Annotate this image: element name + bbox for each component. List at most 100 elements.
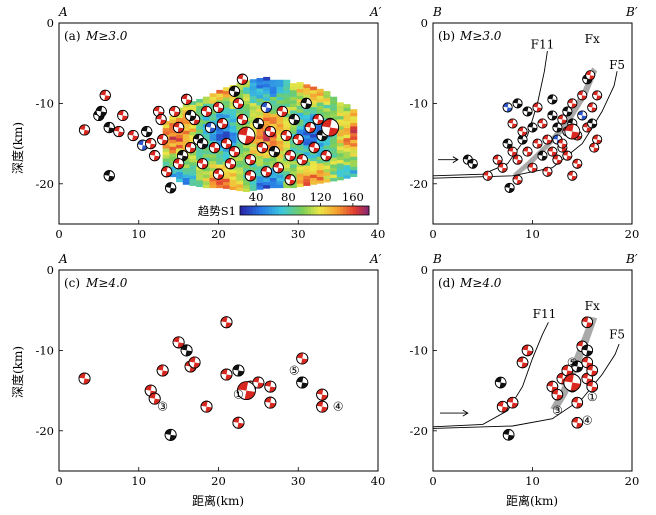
panel-label-d: (d) — [438, 276, 455, 290]
heat-cell — [236, 177, 244, 181]
heat-cell — [323, 145, 331, 149]
heat-cell — [216, 93, 224, 97]
heat-cell — [263, 87, 271, 91]
heat-cell — [330, 177, 338, 182]
heat-cell — [289, 133, 297, 138]
heat-cell — [196, 173, 204, 177]
focal-mechanism-point — [148, 392, 161, 405]
colorbar-segment — [327, 206, 331, 215]
colorbar-segment — [346, 206, 351, 215]
heat-cell — [330, 150, 338, 155]
heat-cell — [249, 109, 257, 114]
heat-cell — [336, 139, 344, 144]
focal-mechanism-point — [557, 114, 568, 125]
colorbar-segment — [298, 206, 302, 215]
heat-cell — [276, 89, 284, 94]
heat-cell — [296, 88, 304, 93]
heat-cell — [229, 115, 237, 120]
heat-cell — [289, 167, 297, 172]
focal-mechanism-point — [220, 316, 233, 329]
colorbar-tick-label: 40 — [249, 190, 264, 204]
heat-cell — [330, 170, 338, 175]
focal-mechanism-point — [296, 376, 309, 389]
heat-cell — [216, 181, 224, 185]
focal-mechanism-point — [184, 109, 197, 122]
focal-mechanism-point — [172, 336, 185, 349]
heat-cell — [222, 151, 230, 156]
heat-cell — [289, 130, 297, 135]
focal-mechanism-point — [228, 146, 241, 158]
focal-mechanism-point — [99, 89, 111, 101]
focal-mechanism-point — [571, 396, 584, 409]
focal-mechanism-point — [547, 94, 558, 105]
heat-cell — [289, 110, 297, 114]
focal-mechanism-point — [506, 396, 519, 409]
colorbar-segment — [359, 206, 363, 215]
heat-cell — [249, 112, 257, 117]
heat-cell — [330, 100, 338, 104]
heat-cell — [256, 138, 264, 143]
heat-cell — [350, 132, 358, 137]
heat-cell — [202, 120, 210, 124]
colorbar-segment — [301, 206, 305, 215]
heat-cell — [303, 141, 311, 146]
heat-cell — [336, 156, 344, 161]
heat-cell — [296, 105, 304, 110]
focal-mechanism-point — [181, 93, 193, 105]
focal-mechanism-point — [497, 162, 508, 173]
heat-cell — [256, 78, 264, 82]
heat-cell — [176, 117, 184, 122]
heat-cell — [303, 111, 311, 116]
heat-cell — [243, 90, 251, 95]
heat-cell — [209, 93, 217, 97]
heat-cell — [243, 124, 251, 128]
heat-cell — [263, 141, 271, 145]
heat-cell — [256, 91, 264, 96]
heat-cell — [236, 173, 244, 178]
heat-cell — [169, 156, 177, 161]
heat-cell — [182, 106, 190, 111]
heat-cell — [222, 90, 230, 95]
heat-cell — [243, 87, 251, 91]
heat-cell — [310, 137, 318, 141]
heat-cell — [269, 143, 277, 148]
heat-cell — [336, 169, 344, 174]
focal-mechanism-point — [149, 150, 161, 162]
heat-cell — [216, 127, 224, 131]
heat-cell — [243, 103, 251, 108]
focal-mechanism-point — [117, 109, 129, 122]
heat-cell — [189, 172, 197, 176]
heat-cell — [330, 106, 338, 111]
fault-label: F5 — [609, 327, 625, 341]
heat-cell — [256, 186, 264, 190]
heat-cell — [243, 147, 251, 152]
heat-cell — [196, 102, 204, 107]
heat-cell — [243, 110, 251, 115]
heat-cell — [350, 159, 358, 164]
fault-label: Fx — [585, 299, 600, 313]
event-number-label: ④ — [582, 413, 593, 427]
heat-cell — [283, 83, 291, 87]
focal-mechanism-point-large — [237, 126, 256, 145]
focal-mechanism-point — [244, 154, 256, 166]
heat-cell — [269, 100, 277, 104]
heat-cell — [249, 166, 257, 171]
focal-mechanism-point — [232, 416, 245, 429]
colorbar-segment — [352, 206, 357, 215]
heat-cell — [296, 122, 304, 127]
heat-cell — [276, 130, 284, 135]
colorbar-segment — [256, 206, 260, 215]
heat-cell — [336, 125, 344, 130]
y-tick-label: -10 — [35, 343, 54, 357]
heat-cell — [269, 113, 277, 118]
heat-cell — [189, 138, 197, 143]
heat-cell — [343, 168, 351, 172]
focal-mechanism-point — [173, 158, 185, 170]
heat-cell — [289, 100, 297, 104]
heat-cell — [216, 89, 224, 94]
heat-cell — [222, 110, 230, 115]
focal-mechanism-point — [532, 102, 543, 113]
heat-cell — [196, 156, 204, 161]
heat-cell — [263, 161, 271, 166]
focal-mechanism-point — [196, 138, 209, 150]
